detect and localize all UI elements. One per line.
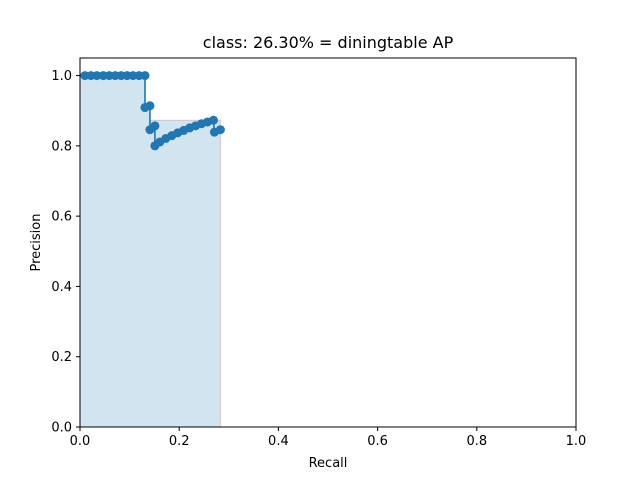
series-layer	[80, 71, 225, 151]
x-tick-label: 0.2	[169, 434, 190, 449]
data-point	[92, 71, 102, 81]
x-tick-label: 0.0	[70, 434, 91, 449]
data-point	[140, 71, 150, 81]
y-tick-label: 0.0	[51, 421, 72, 436]
chart-title: class: 26.30% = diningtable AP	[203, 33, 454, 52]
x-tick-label: 0.6	[367, 434, 388, 449]
x-tick-label: 1.0	[566, 434, 587, 449]
interpolated-area	[80, 75, 221, 428]
y-axis-title: Precision	[29, 213, 44, 271]
data-point	[208, 115, 218, 125]
y-tick-label: 0.4	[51, 280, 72, 295]
y-tick-label: 0.8	[51, 139, 72, 154]
y-axis: 0.0 0.2 0.4 0.6 0.8 1.0	[51, 69, 80, 436]
x-tick-label: 0.8	[466, 434, 487, 449]
y-tick-label: 0.2	[51, 350, 72, 365]
x-tick-label: 0.4	[268, 434, 289, 449]
data-point	[215, 125, 225, 135]
data-point	[145, 101, 155, 111]
y-tick-label: 1.0	[51, 69, 72, 84]
x-axis: 0.0 0.2 0.4 0.6 0.8 1.0	[70, 427, 587, 449]
data-point	[150, 121, 160, 131]
x-axis-title: Recall	[309, 456, 348, 471]
y-tick-label: 0.6	[51, 210, 72, 225]
plot-frame	[79, 57, 577, 428]
